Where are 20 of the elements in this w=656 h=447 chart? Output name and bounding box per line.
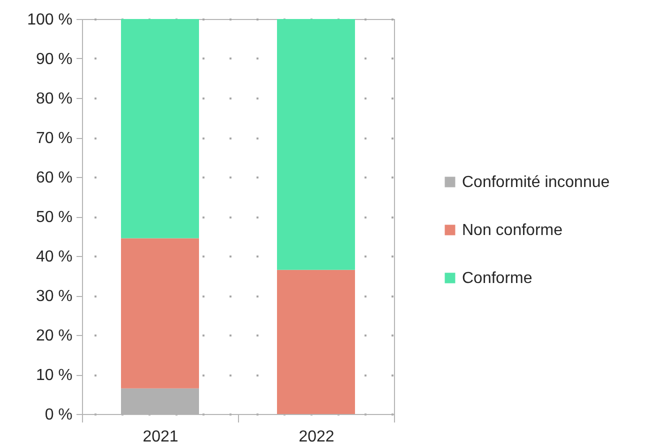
y-tick-label: 50 % <box>36 209 72 226</box>
legend-label: Non conforme <box>462 222 563 239</box>
y-tick-label: 70 % <box>36 130 72 147</box>
y-tick-label: 10 % <box>36 367 72 384</box>
y-tick-label: 30 % <box>36 288 72 305</box>
y-tick-label: 20 % <box>36 328 72 344</box>
bar <box>121 238 199 388</box>
y-tick-label: 90 % <box>36 51 72 68</box>
y-tick-label: 80 % <box>36 90 72 108</box>
x-tick-label: 2022 <box>298 428 334 446</box>
bar <box>277 19 355 270</box>
bar <box>121 19 199 238</box>
y-tick-label: 100 % <box>27 12 72 28</box>
bar <box>277 270 355 414</box>
y-tick-label: 60 % <box>36 170 72 186</box>
legend-label: Conforme <box>462 270 532 287</box>
y-tick-label: 40 % <box>36 248 72 266</box>
y-tick-label: 0 % <box>44 406 72 424</box>
legend-label: Conformité inconnue <box>462 174 610 191</box>
x-tick-label: 2021 <box>142 428 178 446</box>
